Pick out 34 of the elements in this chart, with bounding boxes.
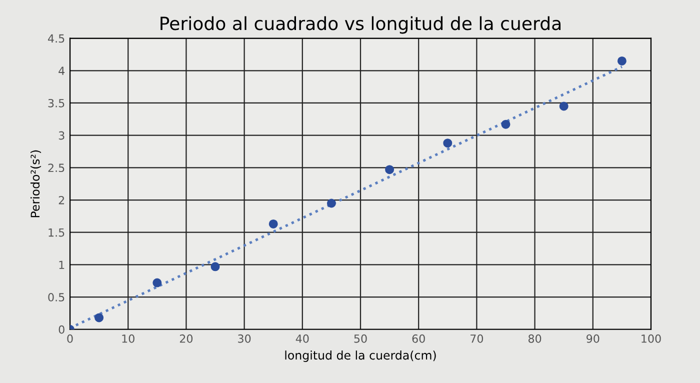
point bbox=[326, 198, 336, 208]
point bbox=[501, 120, 510, 129]
y-tick-label: 0.5 bbox=[48, 293, 64, 302]
point bbox=[94, 313, 104, 322]
x-tick-label: 50 bbox=[354, 334, 367, 343]
x-tick-label: 0 bbox=[67, 334, 73, 343]
y-tick-label: 0 bbox=[58, 325, 64, 334]
x-tick-label: 40 bbox=[296, 334, 309, 343]
y-tick-label: 2.5 bbox=[48, 164, 64, 172]
x-tick-label: 100 bbox=[642, 334, 661, 343]
x-tick-label: 80 bbox=[528, 334, 542, 343]
y-tick-label: 2 bbox=[58, 196, 64, 204]
y-axis-title: Periodo²(s²) bbox=[30, 150, 42, 218]
x-tick-label: 20 bbox=[180, 334, 193, 343]
y-tick-label: 3.5 bbox=[48, 98, 64, 108]
point bbox=[385, 165, 394, 174]
point bbox=[443, 138, 452, 148]
chart-title: Periodo al cuadrado vs longitud de la cuerda bbox=[160, 16, 561, 34]
point bbox=[559, 102, 568, 111]
point bbox=[617, 56, 626, 66]
y-tick-label: 3 bbox=[58, 131, 64, 140]
point bbox=[210, 262, 220, 272]
x-axis-title: longitud de la cuerda(cm) bbox=[285, 350, 436, 362]
point bbox=[152, 278, 162, 288]
y-tick-label: 4 bbox=[58, 66, 65, 75]
x-tick-label: 30 bbox=[238, 334, 251, 343]
x-tick-label: 60 bbox=[412, 334, 425, 343]
x-tick-label: 90 bbox=[586, 334, 600, 343]
y-tick-label: 1.5 bbox=[48, 228, 64, 237]
point bbox=[268, 219, 278, 228]
y-tick-label: 1 bbox=[59, 260, 64, 269]
y-tick-label: 4.5 bbox=[48, 34, 64, 43]
x-tick-label: 70 bbox=[470, 334, 484, 343]
x-tick-label: 10 bbox=[122, 334, 134, 343]
